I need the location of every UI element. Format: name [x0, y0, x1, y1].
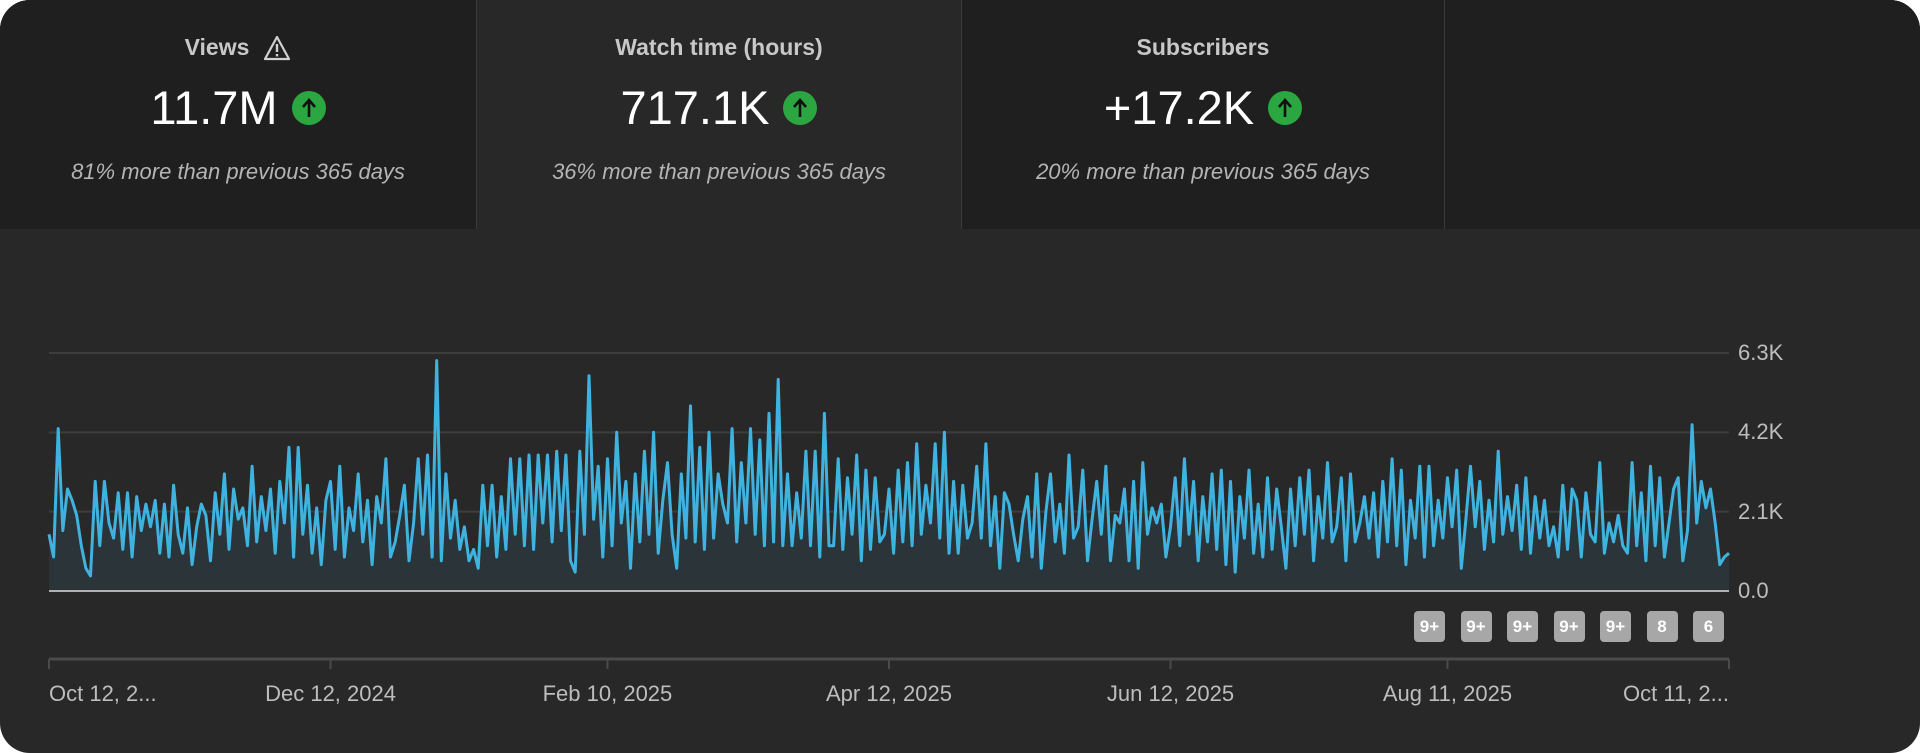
views-line[interactable]	[47, 359, 1730, 578]
warning-triangle-icon[interactable]	[263, 35, 291, 61]
metric-cards: Views 11.7M 81% more than previous 365 d…	[0, 0, 1920, 229]
metric-comparison: 20% more than previous 365 days	[1036, 159, 1370, 184]
video-marker-badge[interactable]: 6	[1693, 611, 1724, 642]
x-tick-label: Oct 12, 2...	[49, 681, 157, 706]
metric-value-row: +17.2K	[962, 80, 1444, 135]
x-tick-label: Dec 12, 2024	[265, 681, 396, 706]
x-tick-label: Oct 11, 2...	[1623, 681, 1729, 706]
metric-title-row: Subscribers	[962, 34, 1444, 61]
metric-title-row: Watch time (hours)	[477, 34, 961, 61]
metric-value: 11.7M	[150, 81, 278, 134]
y-tick-label: 2.1K	[1738, 498, 1784, 524]
y-tick-label: 6.3K	[1738, 340, 1784, 365]
metric-title: Watch time (hours)	[615, 34, 823, 60]
x-tick-label: Feb 10, 2025	[542, 681, 673, 706]
arrow-up-circle-icon	[291, 90, 326, 125]
y-tick-label: 4.2K	[1738, 419, 1784, 445]
metric-value: 717.1K	[620, 81, 770, 134]
x-tick-label: Jun 12, 2025	[1106, 681, 1235, 706]
arrow-up-circle-icon	[783, 90, 818, 125]
metric-card-subscribers[interactable]: Subscribers +17.2K 20% more than previou…	[962, 0, 1445, 229]
empty-card-area	[1445, 0, 1920, 229]
metric-value-row: 717.1K	[477, 80, 961, 135]
video-marker-badge[interactable]: 9+	[1414, 611, 1445, 642]
metric-title-row: Views	[0, 34, 476, 61]
metric-value: +17.2K	[1103, 81, 1255, 134]
metric-card-views[interactable]: Views 11.7M 81% more than previous 365 d…	[0, 0, 477, 229]
video-marker-badge[interactable]: 9+	[1553, 611, 1585, 642]
metric-title: Subscribers	[1136, 34, 1270, 60]
video-marker-badge[interactable]: 9+	[1507, 611, 1538, 642]
video-marker-badge[interactable]: 9+	[1600, 611, 1631, 642]
x-tick-label: Apr 12, 2025	[826, 681, 952, 706]
metric-value-row: 11.7M	[0, 80, 476, 135]
x-tick-label: Aug 11, 2025	[1382, 681, 1513, 706]
metric-comparison: 81% more than previous 365 days	[71, 159, 405, 184]
metric-comparison: 36% more than previous 365 days	[552, 159, 886, 184]
metric-card-watch-time[interactable]: Watch time (hours) 717.1K 36% more than …	[477, 0, 962, 229]
views-area	[49, 360, 1729, 591]
video-marker-badge[interactable]: 9+	[1460, 611, 1492, 642]
metric-title: Views	[184, 34, 250, 60]
video-marker-badge[interactable]: 8	[1646, 611, 1678, 642]
y-tick-label: 0.0	[1738, 578, 1769, 603]
arrow-up-circle-icon	[1268, 90, 1303, 125]
